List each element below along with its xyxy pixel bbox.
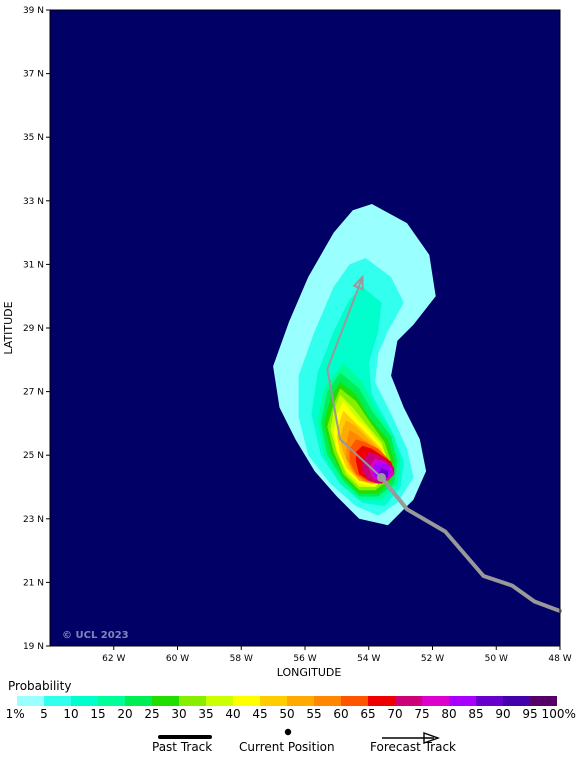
colorbar-label: 5 — [40, 707, 48, 721]
lon-tick-label: 52 W — [421, 654, 444, 664]
colorbar-label: 55 — [306, 707, 322, 721]
lon-tick-label: 50 W — [485, 654, 508, 664]
colorbar-label: 100% — [541, 707, 576, 721]
lon-tick-label: 48 W — [548, 654, 571, 664]
colorbar-label: 10 — [63, 707, 79, 721]
past-track-label: Past Track — [152, 740, 213, 754]
past-track-line — [379, 475, 562, 613]
copyright-notice: © UCL 2023 — [62, 630, 129, 641]
colorbar-swatch — [98, 696, 125, 706]
colorbar-swatch — [530, 696, 557, 706]
colorbar-label: 1% — [5, 707, 25, 721]
lat-tick-label: 21 N — [23, 578, 44, 588]
current-position-marker — [377, 472, 386, 482]
colorbar-swatch — [17, 696, 44, 706]
colorbar-label: 45 — [252, 707, 268, 721]
probability-map: 39 N 37 N 35 N 33 N 31 N 29 N 27 N 25 N 23 N 21 N… — [2, 6, 572, 679]
legend-title: Probability — [8, 679, 72, 693]
lat-tick-label: 19 N — [23, 642, 44, 652]
x-axis-title: LONGITUDE — [277, 666, 342, 679]
colorbar-swatch — [395, 696, 422, 706]
colorbar-swatch — [341, 696, 368, 706]
lat-tick-label: 39 N — [23, 6, 44, 16]
colorbar-label: 95 — [522, 707, 538, 721]
lat-tick-label: 35 N — [23, 133, 44, 143]
lat-tick-label: 31 N — [23, 260, 44, 270]
colorbar-labels: 1% 5 10 15 20 25 30 35 40 45 50 55 60 65 70 75 80 85 90 95 1… — [0, 707, 580, 723]
lat-tick-label: 23 N — [23, 515, 44, 525]
current-position-label: Current Position — [239, 740, 335, 754]
lat-tick-label: 25 N — [23, 451, 44, 461]
colorbar-swatch — [179, 696, 206, 706]
colorbar-swatch — [449, 696, 476, 706]
colorbar-swatch — [287, 696, 314, 706]
colorbar-label: 30 — [171, 707, 187, 721]
colorbar-swatch — [260, 696, 287, 706]
lon-tick-label: 54 W — [357, 654, 380, 664]
colorbar-swatch — [206, 696, 233, 706]
colorbar-label: 15 — [90, 707, 106, 721]
colorbar-swatch — [152, 696, 179, 706]
colorbar-label: 85 — [468, 707, 484, 721]
colorbar-swatch — [125, 696, 152, 706]
colorbar-label: 20 — [117, 707, 133, 721]
colorbar-label: 40 — [225, 707, 241, 721]
forecast-track-label: Forecast Track — [370, 740, 456, 754]
current-position-symbol — [284, 728, 292, 736]
lat-tick-label: 29 N — [23, 324, 44, 334]
forecast-track-line — [326, 276, 383, 479]
colorbar-label: 25 — [144, 707, 160, 721]
colorbar-label: 50 — [279, 707, 295, 721]
storm-track — [326, 274, 562, 613]
forecast-arrowhead — [352, 274, 364, 291]
forecast-track-symbol — [382, 732, 441, 744]
probability-field — [273, 204, 436, 526]
colorbar-swatch — [233, 696, 260, 706]
colorbar-swatch — [44, 696, 71, 706]
colorbar-label: 90 — [495, 707, 511, 721]
colorbar-label: 70 — [387, 707, 403, 721]
lon-tick-label: 62 W — [102, 654, 125, 664]
lat-tick-label: 37 N — [23, 70, 44, 80]
lon-tick-label: 60 W — [166, 654, 189, 664]
colorbar-label: 35 — [198, 707, 214, 721]
colorbar-label: 60 — [333, 707, 349, 721]
colorbar-swatch — [368, 696, 395, 706]
y-axis-title: LATITUDE — [2, 301, 15, 354]
map-axes: 39 N 37 N 35 N 33 N 31 N 29 N 27 N 25 N 23 N 21 N… — [23, 6, 572, 664]
colorbar-label: 75 — [414, 707, 430, 721]
colorbar-label: 65 — [360, 707, 376, 721]
colorbar-swatch — [422, 696, 449, 706]
lat-tick-label: 27 N — [23, 388, 44, 398]
lat-tick-label: 33 N — [23, 197, 44, 207]
probability-colorbar — [17, 696, 557, 706]
colorbar-swatch — [314, 696, 341, 706]
lon-tick-label: 56 W — [293, 654, 316, 664]
colorbar-swatch — [503, 696, 530, 706]
colorbar-swatch — [71, 696, 98, 706]
lon-tick-label: 58 W — [230, 654, 253, 664]
colorbar-swatch — [476, 696, 503, 706]
colorbar-label: 80 — [441, 707, 457, 721]
past-track-symbol — [158, 735, 212, 739]
